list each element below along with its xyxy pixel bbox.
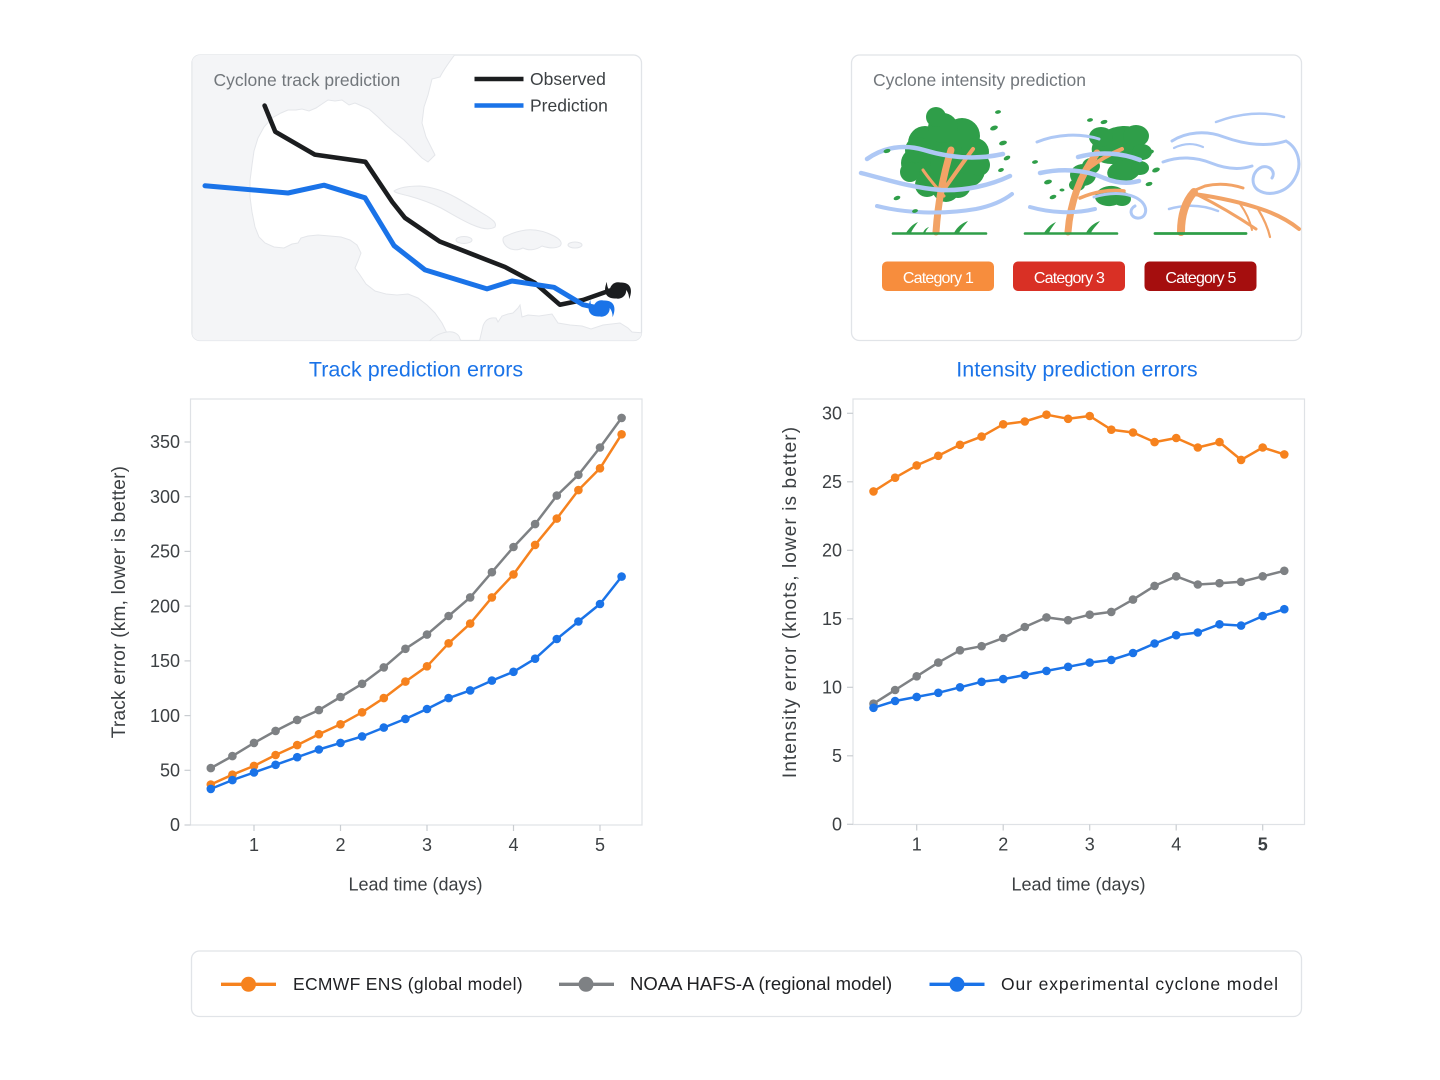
- svg-text:Lead time (days): Lead time (days): [1011, 875, 1145, 895]
- svg-text:5: 5: [595, 835, 605, 855]
- svg-text:300: 300: [150, 487, 180, 507]
- svg-text:2: 2: [998, 835, 1008, 855]
- svg-text:50: 50: [160, 761, 180, 781]
- svg-text:Category 1: Category 1: [903, 270, 974, 287]
- svg-text:Cyclone track prediction: Cyclone track prediction: [214, 70, 401, 90]
- svg-text:Category 5: Category 5: [1165, 270, 1236, 287]
- svg-text:Prediction: Prediction: [530, 96, 608, 116]
- svg-text:15: 15: [822, 609, 842, 629]
- svg-text:4: 4: [1171, 835, 1181, 855]
- svg-text:10: 10: [822, 678, 842, 698]
- svg-text:0: 0: [832, 815, 842, 835]
- svg-text:4: 4: [508, 835, 518, 855]
- svg-text:Observed: Observed: [530, 69, 606, 89]
- svg-text:3: 3: [1085, 835, 1095, 855]
- svg-text:3: 3: [422, 835, 432, 855]
- svg-text:5: 5: [1258, 835, 1268, 855]
- svg-text:Track error (km, lower is bett: Track error (km, lower is better): [109, 466, 130, 739]
- svg-text:Intensity prediction errors: Intensity prediction errors: [956, 358, 1197, 382]
- svg-text:1: 1: [249, 835, 259, 855]
- svg-text:Lead time (days): Lead time (days): [348, 875, 482, 895]
- svg-text:0: 0: [170, 815, 180, 835]
- svg-text:1: 1: [912, 835, 922, 855]
- svg-text:5: 5: [832, 746, 842, 766]
- svg-text:2: 2: [335, 835, 345, 855]
- svg-text:Cyclone intensity prediction: Cyclone intensity prediction: [873, 70, 1086, 90]
- svg-text:100: 100: [150, 706, 180, 726]
- svg-text:200: 200: [150, 596, 180, 616]
- svg-text:Track prediction errors: Track prediction errors: [309, 358, 523, 382]
- svg-text:Category 3: Category 3: [1034, 270, 1105, 287]
- svg-text:20: 20: [822, 541, 842, 561]
- svg-text:ECMWF ENS (global model): ECMWF ENS (global model): [293, 974, 523, 994]
- svg-text:350: 350: [150, 432, 180, 452]
- svg-text:Our experimental cyclone model: Our experimental cyclone model: [1001, 974, 1279, 994]
- svg-text:250: 250: [150, 542, 180, 562]
- svg-text:Intensity error (knots, lower: Intensity error (knots, lower is better): [780, 426, 801, 778]
- svg-text:25: 25: [822, 472, 842, 492]
- svg-text:30: 30: [822, 404, 842, 424]
- svg-text:NOAA HAFS-A (regional model): NOAA HAFS-A (regional model): [630, 973, 892, 994]
- svg-text:150: 150: [150, 651, 180, 671]
